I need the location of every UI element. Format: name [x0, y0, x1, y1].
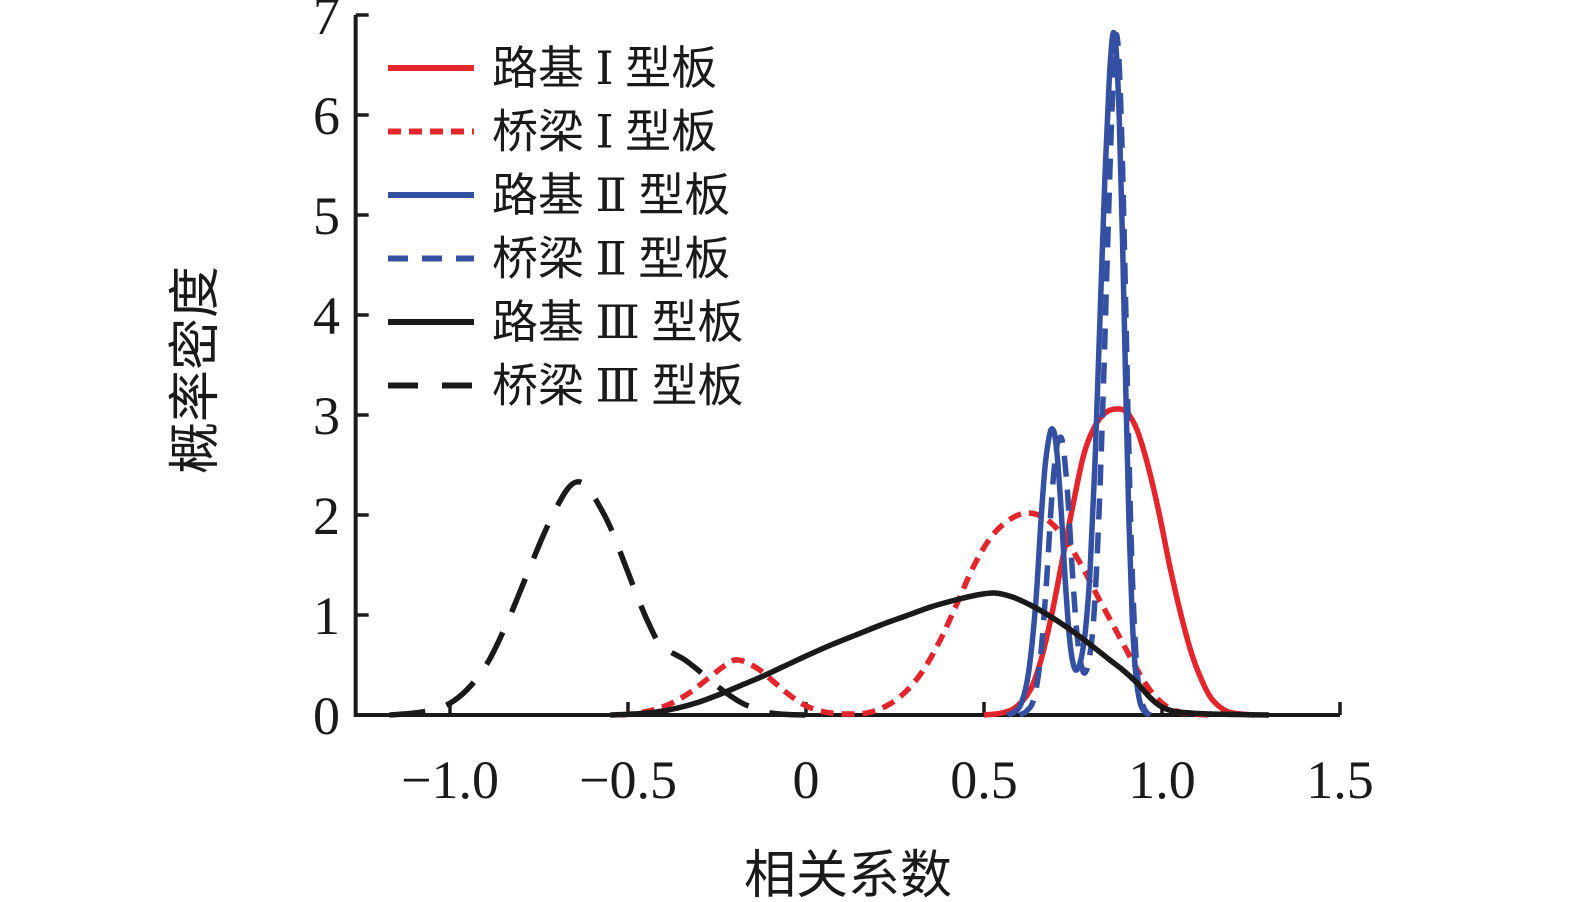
legend-label-1: 桥梁 Ⅰ 型板	[492, 107, 717, 158]
legend-row-0: 路基 Ⅰ 型板	[388, 43, 717, 94]
axes-layer: 0 1 2 3 4 5 6 7 −1.0 −0.5 0 0.5 1.0 1.5	[313, 0, 1374, 810]
x-axis-title: 相关系数	[744, 848, 952, 902]
x-tick-label-0: −1.0	[401, 750, 499, 810]
legend-label-5: 桥梁 Ⅲ 型板	[492, 361, 743, 412]
legend-row-2: 路基 Ⅱ 型板	[388, 170, 730, 221]
legend-label-3: 桥梁 Ⅱ 型板	[492, 234, 730, 285]
y-tick-label-0: 0	[313, 686, 340, 746]
series-path-1	[620, 510, 1212, 718]
y-tick-label-3: 3	[313, 386, 340, 446]
x-tick-label-3: 0.5	[950, 750, 1018, 810]
series-path-0	[983, 406, 1255, 718]
legend-label-4: 路基 Ⅲ 型板	[492, 297, 743, 348]
curves-layer	[389, 29, 1269, 718]
x-tick-label-2: 0	[793, 750, 820, 810]
y-tick-label-6: 6	[313, 86, 340, 146]
legend-label-0: 路基 Ⅰ 型板	[492, 43, 717, 94]
y-tick-label-4: 4	[313, 286, 340, 346]
x-tick-label-4: 1.0	[1128, 750, 1196, 810]
y-tick-label-5: 5	[313, 186, 340, 246]
x-tick-label-5: 1.5	[1306, 750, 1374, 810]
y-axis-title: 概率密度	[168, 266, 225, 474]
legend-row-4: 路基 Ⅲ 型板	[388, 297, 743, 348]
legend-row-1: 桥梁 Ⅰ 型板	[388, 107, 717, 158]
legend-row-3: 桥梁 Ⅱ 型板	[388, 234, 730, 285]
y-tick-label-2: 2	[313, 486, 340, 546]
series-path-4	[610, 590, 1269, 718]
legend-row-5: 桥梁 Ⅲ 型板	[388, 361, 743, 412]
y-tick-label-1: 1	[313, 586, 340, 646]
legend-label-2: 路基 Ⅱ 型板	[492, 170, 730, 221]
x-tick-label-1: −0.5	[579, 750, 677, 810]
series-path-3	[1018, 31, 1152, 718]
series-path-5	[389, 479, 807, 718]
y-tick-label-7: 7	[313, 0, 340, 46]
